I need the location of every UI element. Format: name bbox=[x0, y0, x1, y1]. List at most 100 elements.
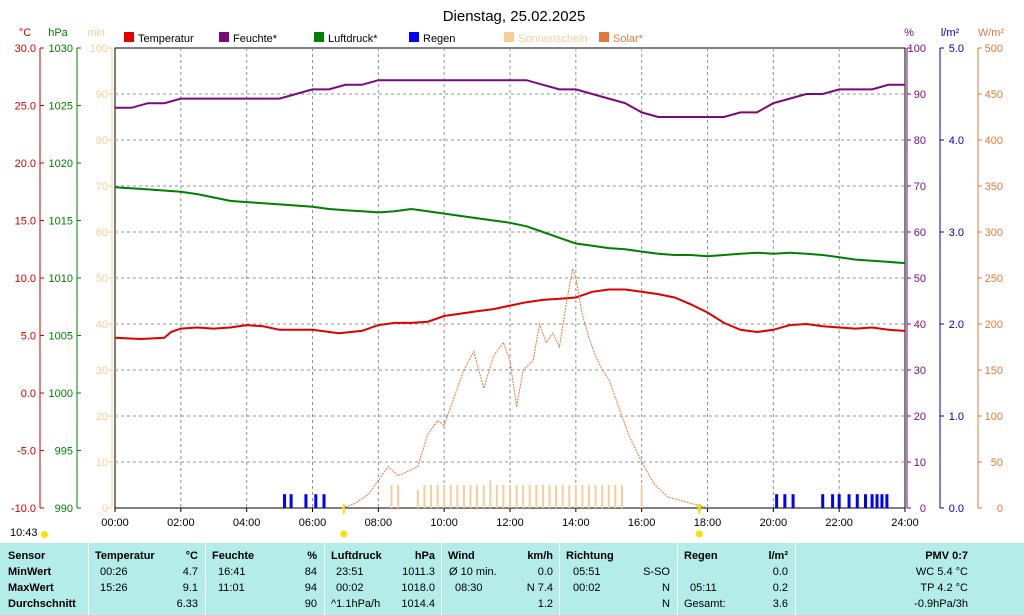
hum-tick-label: 80 bbox=[914, 135, 926, 147]
sun-tick-label: 20 bbox=[96, 411, 108, 423]
press-tick-label: 995 bbox=[55, 446, 73, 458]
wind-chill-value: WC 5.4 °C bbox=[915, 566, 968, 578]
temp-header: Temperatur bbox=[95, 550, 155, 562]
sunshine-bar bbox=[620, 485, 623, 508]
solar-tick-label: 400 bbox=[985, 135, 1003, 147]
wind-header: Wind bbox=[448, 550, 475, 562]
sun-tick-label: 80 bbox=[96, 135, 108, 147]
temp-tick-label: 5.0 bbox=[21, 331, 36, 343]
weather-chart: Dienstag, 25.02.2025 Temperatur Feuchte* L… bbox=[11, 8, 1005, 538]
wind-avg-label: Ø 10 min. bbox=[449, 566, 497, 578]
temp-max-value: 9.1 bbox=[182, 582, 198, 594]
dir-min-time: 05:51 bbox=[573, 566, 601, 578]
rain-max-value: 0.2 bbox=[772, 582, 788, 594]
sunshine-bar bbox=[640, 485, 643, 508]
x-tick-label: 14:00 bbox=[562, 517, 590, 529]
x-tick-label: 16:00 bbox=[628, 517, 656, 529]
sunshine-bar bbox=[489, 480, 492, 508]
press-unit-label: hPa bbox=[48, 27, 68, 39]
temp-avg-value: 6.33 bbox=[176, 598, 198, 610]
temp-tick-label: -10.0 bbox=[11, 503, 36, 515]
rain-bar bbox=[864, 494, 867, 508]
rain-bar bbox=[314, 494, 318, 508]
sun-unit-label: min bbox=[87, 27, 105, 39]
sunrise-dot-icon bbox=[340, 530, 348, 538]
sunshine-bar bbox=[548, 485, 551, 508]
sunshine-bar bbox=[436, 485, 439, 508]
solar-tick-label: 150 bbox=[985, 365, 1003, 377]
x-tick-label: 04:00 bbox=[233, 517, 261, 529]
temp-tick-label: 15.0 bbox=[15, 216, 36, 228]
row-label-max: MaxWert bbox=[8, 582, 54, 594]
x-tick-label: 12:00 bbox=[496, 517, 524, 529]
sunshine-bar bbox=[594, 485, 597, 508]
sun-markers: 0 bbox=[340, 503, 703, 538]
sun-tick-label: 0 bbox=[102, 503, 108, 515]
sun-tick-label: 70 bbox=[96, 181, 108, 193]
sunshine-bar bbox=[469, 485, 472, 508]
line-marks bbox=[114, 79, 906, 509]
sunshine-bar bbox=[423, 485, 426, 508]
column-divider bbox=[441, 543, 442, 615]
legend-swatch bbox=[124, 32, 134, 42]
rain-bar bbox=[775, 494, 779, 508]
column-divider bbox=[559, 543, 560, 615]
dir-header: Richtung bbox=[566, 550, 614, 562]
dir-max-value: N bbox=[662, 582, 670, 594]
wind-unit: km/h bbox=[527, 550, 553, 562]
rain-tick-label: 3.0 bbox=[949, 227, 964, 239]
legend-swatch bbox=[409, 32, 419, 42]
sun-tick-label: 90 bbox=[96, 89, 108, 101]
solar-tick-label: 0 bbox=[997, 503, 1003, 515]
statistics-table: Sensor MinWert MaxWert Durchschnitt Temp… bbox=[0, 543, 1024, 615]
rain-bar bbox=[885, 494, 889, 508]
temp-unit-label: °C bbox=[19, 27, 31, 39]
solar-tick-label: 200 bbox=[985, 319, 1003, 331]
temperature-line bbox=[114, 288, 906, 341]
press-max-time: 00:02 bbox=[336, 582, 364, 594]
sunshine-bar bbox=[502, 485, 505, 508]
hum-max-value: 94 bbox=[304, 582, 317, 594]
bar-marks bbox=[283, 480, 889, 508]
x-tick-label: 06:00 bbox=[299, 517, 327, 529]
wind-current-value: 0.0 bbox=[537, 566, 553, 578]
rain-min-value: 0.0 bbox=[772, 566, 788, 578]
press-tick-label: 1020 bbox=[49, 158, 73, 170]
sunshine-bar bbox=[581, 485, 584, 508]
temp-tick-label: 10.0 bbox=[15, 273, 36, 285]
solar-tick-label: 300 bbox=[985, 227, 1003, 239]
sun-tick-label: 40 bbox=[96, 319, 108, 331]
legend-label: Solar* bbox=[613, 33, 644, 45]
hum-tick-label: 100 bbox=[908, 43, 926, 55]
hum-tick-label: 60 bbox=[914, 227, 926, 239]
rain-unit: l/m² bbox=[768, 550, 788, 562]
row-label-avg: Durchschnitt bbox=[8, 598, 76, 610]
legend: Temperatur Feuchte* Luftdruck* Regen Sonnens… bbox=[124, 32, 644, 45]
press-header: Luftdruck bbox=[331, 550, 382, 562]
legend-label: Luftdruck* bbox=[328, 33, 378, 45]
legend-swatch bbox=[219, 32, 229, 42]
rain-bar bbox=[289, 494, 293, 508]
sunshine-bar bbox=[522, 485, 525, 508]
rain-tick-label: 5.0 bbox=[949, 43, 964, 55]
rain-bar bbox=[791, 494, 795, 508]
sunshine-bar bbox=[476, 485, 479, 508]
press-max-value: 1018.0 bbox=[401, 582, 435, 594]
temp-tick-label: 20.0 bbox=[15, 158, 36, 170]
axes: 00:00 02:00 04:00 06:00 08:00 10:00 12:00 14:00… bbox=[11, 27, 1005, 529]
time-marker-icon bbox=[41, 531, 48, 538]
hum-tick-label: 50 bbox=[914, 273, 926, 285]
x-tick-label: 08:00 bbox=[365, 517, 393, 529]
sunshine-bar bbox=[456, 485, 459, 508]
sunshine-bar bbox=[607, 485, 610, 508]
sunshine-bar bbox=[601, 485, 604, 508]
column-divider bbox=[677, 543, 678, 615]
x-tick-label: 20:00 bbox=[760, 517, 788, 529]
solar-tick-label: 250 bbox=[985, 273, 1003, 285]
rain-total-label: Gesamt: bbox=[684, 598, 726, 610]
x-tick-label: 02:00 bbox=[167, 517, 195, 529]
row-label-min: MinWert bbox=[8, 566, 52, 578]
chart-title: Dienstag, 25.02.2025 bbox=[443, 8, 586, 25]
rain-bar bbox=[831, 494, 835, 508]
legend-swatch bbox=[314, 32, 324, 42]
